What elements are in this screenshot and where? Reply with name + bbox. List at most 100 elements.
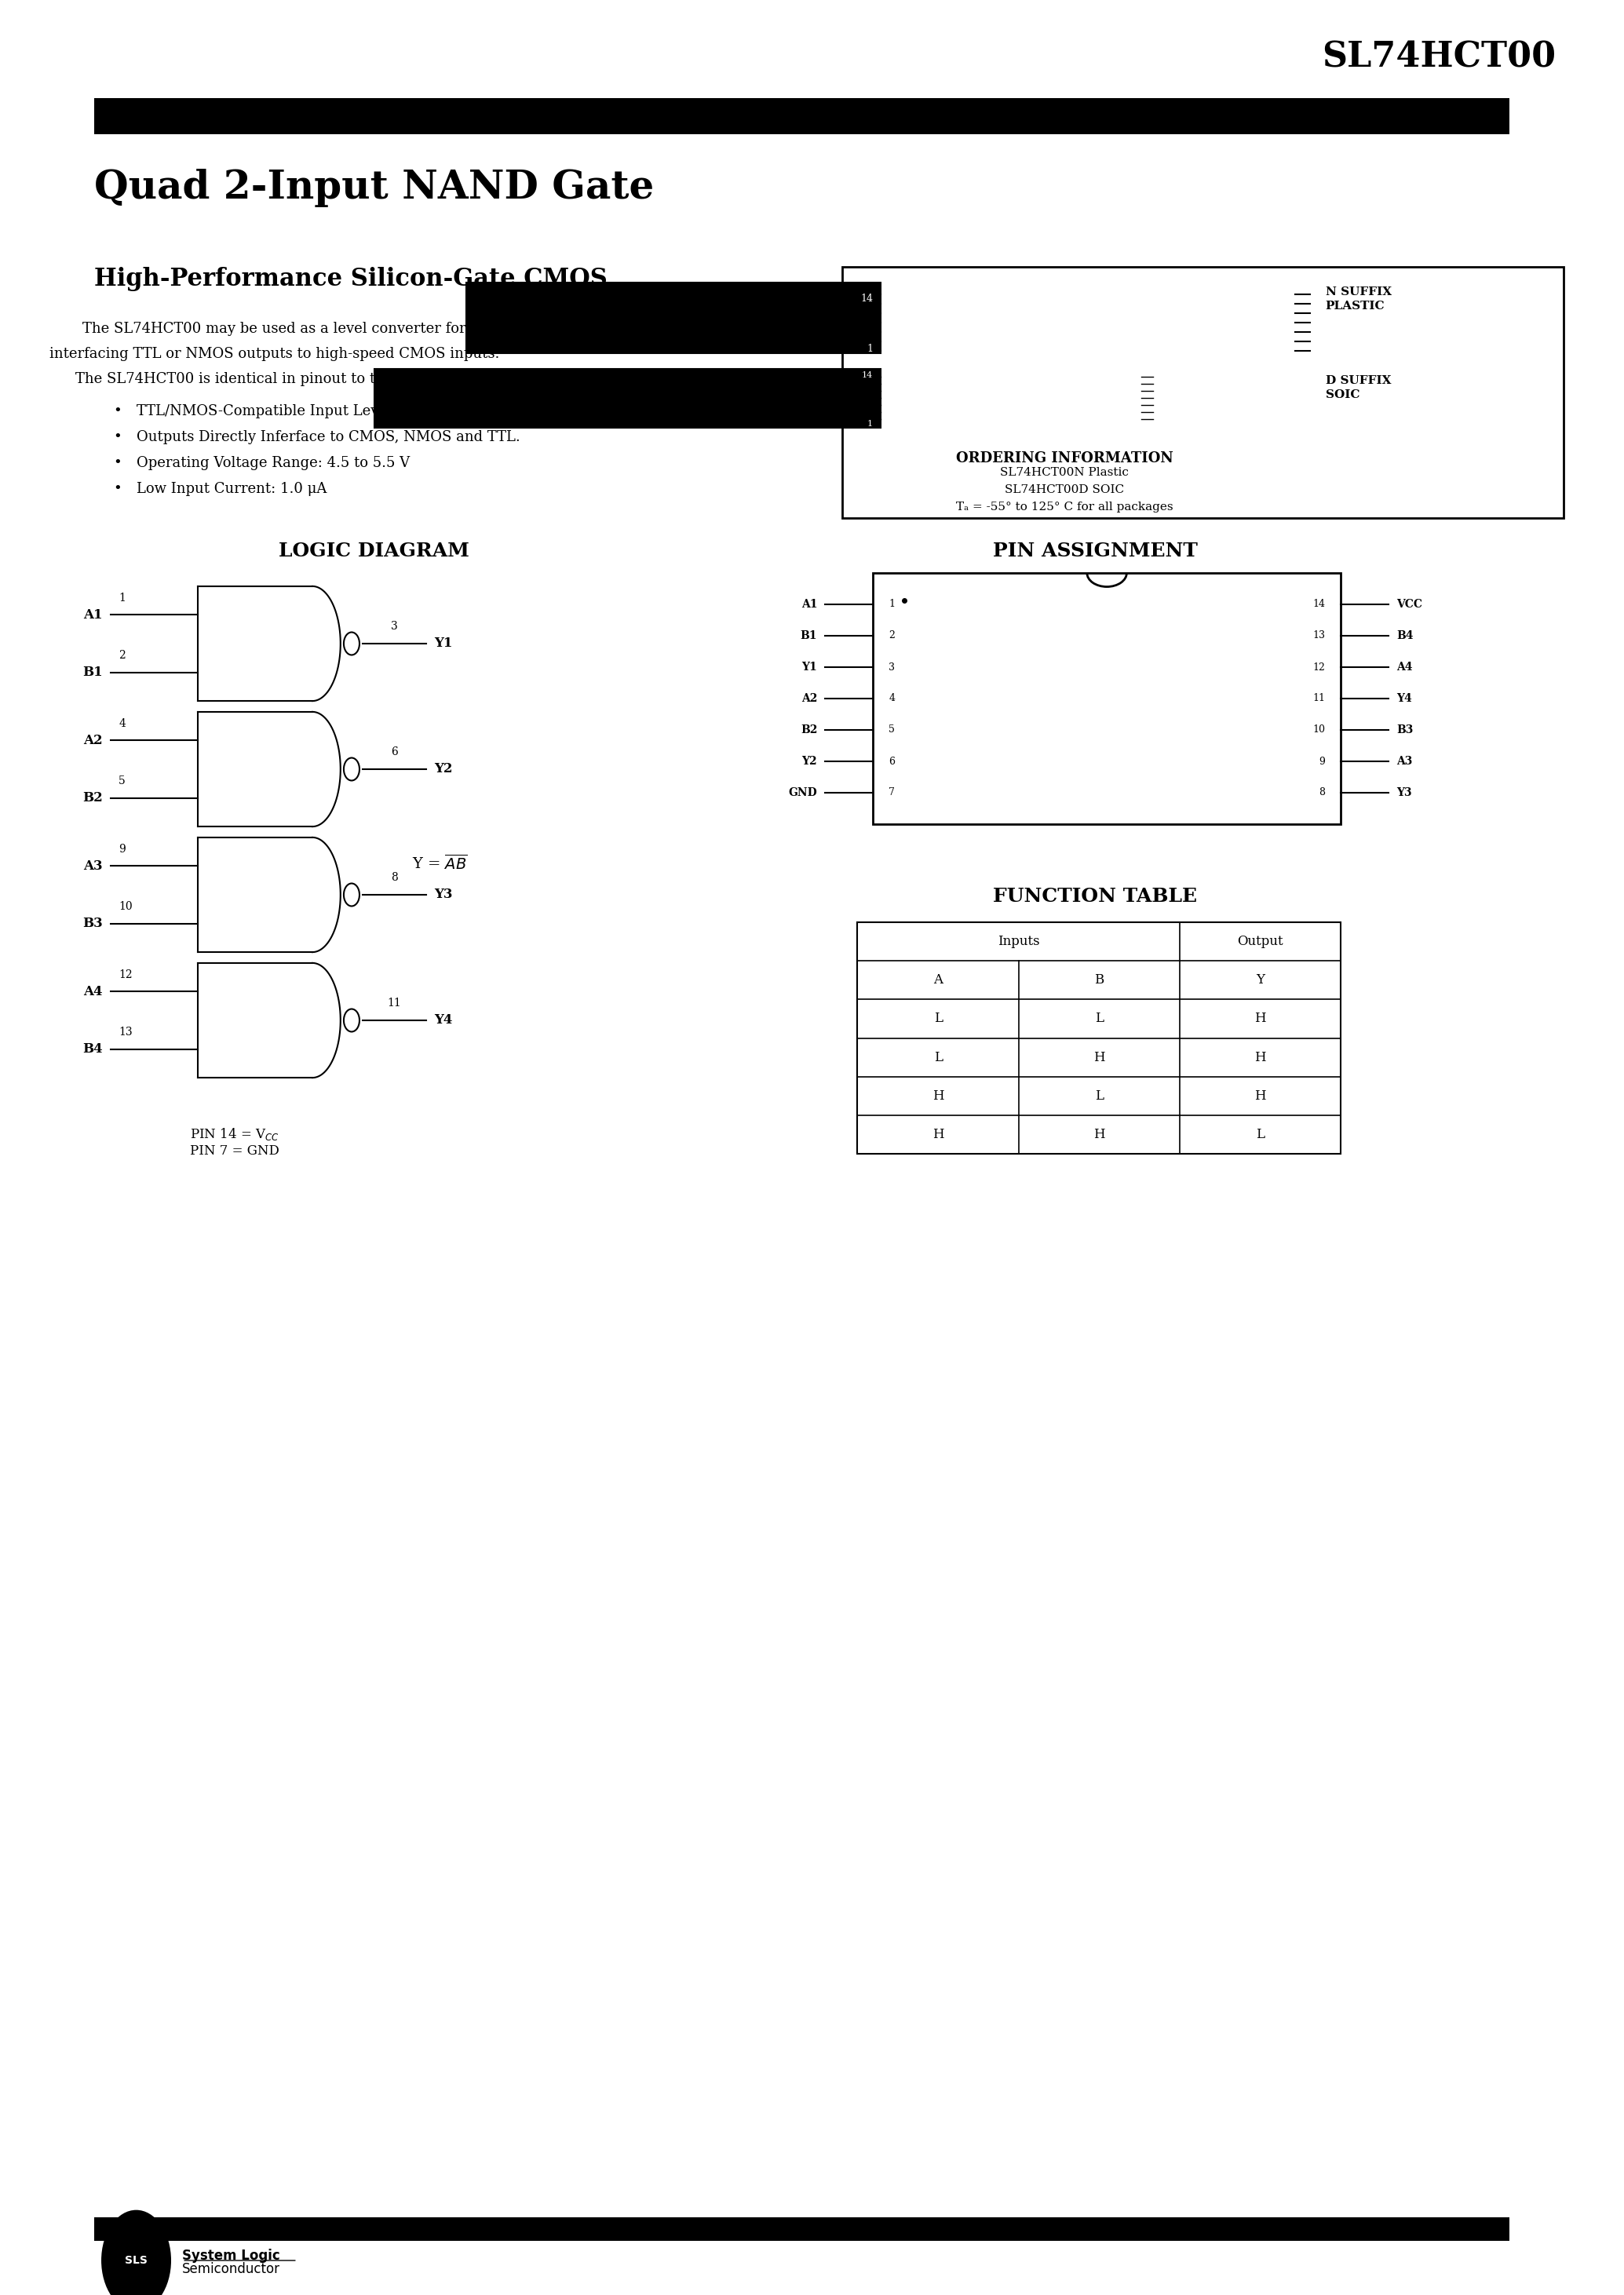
Text: 5: 5 (119, 776, 125, 787)
Text: H: H (932, 1127, 944, 1141)
Text: L: L (934, 1012, 942, 1026)
Text: A: A (934, 973, 944, 987)
Text: A2: A2 (801, 693, 817, 705)
Text: 14: 14 (862, 372, 872, 379)
Text: Y3: Y3 (434, 888, 453, 902)
Text: Tₐ = -55° to 125° C for all packages: Tₐ = -55° to 125° C for all packages (957, 503, 1173, 512)
Text: L: L (934, 1051, 942, 1065)
Text: B4: B4 (1397, 631, 1413, 640)
Text: B1: B1 (83, 666, 102, 679)
Text: B2: B2 (801, 725, 817, 734)
Text: Y1: Y1 (802, 661, 817, 672)
Text: D SUFFIX: D SUFFIX (1325, 374, 1392, 386)
Text: Outputs Directly Inferface to CMOS, NMOS and TTL.: Outputs Directly Inferface to CMOS, NMOS… (136, 429, 520, 445)
Text: PIN 7 = GND: PIN 7 = GND (190, 1145, 279, 1157)
Text: 9: 9 (119, 845, 125, 854)
Text: 1: 1 (119, 592, 125, 604)
Text: 11: 11 (1312, 693, 1325, 705)
Text: Inputs: Inputs (997, 934, 1039, 948)
Text: 2: 2 (119, 649, 125, 661)
Text: SLS: SLS (125, 2256, 148, 2265)
Text: 3: 3 (888, 661, 895, 672)
Text: 13: 13 (119, 1026, 133, 1037)
Text: Y = $\overline{AB}$: Y = $\overline{AB}$ (412, 854, 468, 872)
Text: A1: A1 (83, 608, 102, 622)
Text: Y4: Y4 (434, 1014, 453, 1028)
Text: The SL74HCT00 may be used as a level converter for: The SL74HCT00 may be used as a level con… (83, 321, 466, 335)
Text: SL74HCT00: SL74HCT00 (1322, 41, 1556, 73)
Text: 10: 10 (119, 902, 133, 911)
Text: 11: 11 (388, 998, 401, 1010)
Text: SL74HCT00N Plastic: SL74HCT00N Plastic (1000, 466, 1129, 477)
Text: A4: A4 (1397, 661, 1413, 672)
Text: VCC: VCC (1397, 599, 1423, 610)
Text: ORDERING INFORMATION: ORDERING INFORMATION (957, 452, 1173, 466)
Bar (466, 282, 880, 353)
Text: •: • (114, 482, 122, 496)
Text: B2: B2 (83, 792, 102, 806)
Text: PIN ASSIGNMENT: PIN ASSIGNMENT (992, 542, 1199, 560)
Text: 7: 7 (888, 787, 895, 799)
Text: 1: 1 (867, 420, 872, 427)
Text: 8: 8 (391, 872, 398, 884)
Text: A1: A1 (801, 599, 817, 610)
Text: A3: A3 (1397, 755, 1413, 767)
Text: 6: 6 (391, 746, 398, 757)
Text: B3: B3 (1397, 725, 1413, 734)
Text: Y2: Y2 (802, 755, 817, 767)
Text: FUNCTION TABLE: FUNCTION TABLE (994, 886, 1197, 907)
Text: High-Performance Silicon-Gate CMOS: High-Performance Silicon-Gate CMOS (94, 266, 607, 291)
Text: GND: GND (788, 787, 817, 799)
Text: •: • (114, 404, 122, 418)
Text: Y3: Y3 (1397, 787, 1411, 799)
Text: 4: 4 (888, 693, 895, 705)
Text: PLASTIC: PLASTIC (1325, 301, 1385, 312)
Text: TTL/NMOS-Compatible Input Levels.: TTL/NMOS-Compatible Input Levels. (136, 404, 403, 418)
Text: A2: A2 (83, 734, 102, 748)
Text: L: L (1095, 1012, 1103, 1026)
Text: B3: B3 (83, 916, 102, 929)
Text: 5: 5 (888, 725, 895, 734)
Text: H: H (932, 1090, 944, 1102)
Text: 14: 14 (1312, 599, 1325, 610)
Bar (872, 574, 1341, 824)
Text: Output: Output (1237, 934, 1283, 948)
Bar (857, 923, 1341, 1154)
Text: 14: 14 (861, 294, 872, 303)
Text: B: B (1095, 973, 1104, 987)
Text: H: H (1093, 1051, 1104, 1065)
Text: H: H (1255, 1051, 1267, 1065)
Circle shape (101, 2210, 171, 2295)
Bar (374, 369, 880, 427)
Text: N SUFFIX: N SUFFIX (1325, 287, 1392, 298)
Text: PIN 14 = V$_{CC}$: PIN 14 = V$_{CC}$ (190, 1127, 279, 1143)
Text: Quad 2-Input NAND Gate: Quad 2-Input NAND Gate (94, 170, 654, 207)
Text: Y1: Y1 (434, 638, 453, 649)
Text: H: H (1093, 1127, 1104, 1141)
Text: 4: 4 (119, 718, 125, 730)
Text: SL74HCT00D SOIC: SL74HCT00D SOIC (1005, 484, 1124, 496)
Text: L: L (1255, 1127, 1265, 1141)
Text: 9: 9 (1319, 757, 1325, 767)
Text: 6: 6 (888, 757, 895, 767)
Text: 2: 2 (888, 631, 895, 640)
Text: interfacing TTL or NMOS outputs to high-speed CMOS inputs.: interfacing TTL or NMOS outputs to high-… (49, 347, 499, 360)
Text: Y: Y (1255, 973, 1265, 987)
Bar (843, 266, 1564, 519)
FancyBboxPatch shape (94, 2217, 1510, 2240)
Text: Y4: Y4 (1397, 693, 1411, 705)
Text: LOGIC DIAGRAM: LOGIC DIAGRAM (279, 542, 469, 560)
Text: A4: A4 (83, 985, 102, 998)
Text: B1: B1 (801, 631, 817, 640)
Text: System Logic: System Logic (182, 2249, 281, 2263)
Text: 10: 10 (1312, 725, 1325, 734)
Text: Low Input Current: 1.0 μA: Low Input Current: 1.0 μA (136, 482, 326, 496)
Text: Semiconductor: Semiconductor (182, 2263, 281, 2277)
Text: 1: 1 (867, 344, 872, 353)
Text: •: • (114, 429, 122, 445)
Text: SOIC: SOIC (1325, 390, 1359, 399)
Text: Y2: Y2 (434, 762, 453, 776)
Text: 13: 13 (1312, 631, 1325, 640)
Text: H: H (1255, 1090, 1267, 1102)
Text: •: • (114, 457, 122, 470)
